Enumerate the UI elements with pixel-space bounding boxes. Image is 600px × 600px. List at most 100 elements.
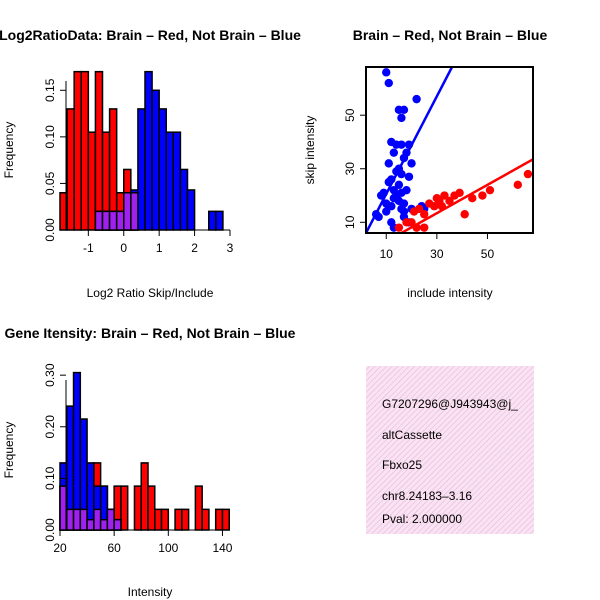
- info-gene-name: Fbxo25: [382, 458, 422, 472]
- hist1-y-tick-label: 0.10: [43, 125, 57, 149]
- scatter-point-brain: [430, 202, 439, 211]
- hist1-bar-not-brain: [165, 131, 175, 231]
- hist2-bar-overlap: [79, 508, 88, 531]
- hist1-bar-not-brain: [158, 108, 168, 231]
- hist1-bar-not-brain: [179, 168, 189, 231]
- scatter-point-brain: [523, 169, 533, 179]
- scatter-fit-line-brain: [400, 158, 533, 233]
- hist2-y-tick-label: 0.00: [43, 518, 57, 542]
- hist1-bar-brain: [80, 70, 90, 231]
- scatter-plot-frame: [365, 66, 534, 234]
- hist1-x-label: Log2 Ratio Skip/Include: [87, 286, 214, 300]
- hist2-bar-brain: [174, 508, 183, 531]
- hist2-bar-not-brain: [72, 371, 82, 531]
- hist1-bars: [59, 70, 224, 231]
- info-event-type: altCassette: [382, 428, 442, 442]
- hist1-bar-overlap: [101, 210, 111, 231]
- hist1-bar-brain: [66, 108, 75, 231]
- hist2-bar-brain: [181, 508, 190, 531]
- scatter-point-brain: [485, 185, 495, 195]
- hist2-bars: [59, 371, 230, 531]
- hist1-x-tick-label: 3: [227, 241, 234, 255]
- hist1-title: Log2RatioData: Brain – Red, Not Brain – …: [0, 27, 301, 43]
- hist2-x-label: Intensity: [128, 585, 173, 599]
- scatter-point-not-brain: [397, 169, 406, 179]
- scatter-point-not-brain: [399, 199, 409, 208]
- hist2-bar-brain: [160, 508, 170, 531]
- info-pval: Pval: 2.000000: [382, 512, 462, 526]
- info-box-hatching: [366, 366, 534, 534]
- hist2-panel: Gene Itensity: Brain – Red, Not Brain – …: [2, 325, 296, 599]
- info-location: chr8.24183–3.16: [382, 489, 472, 503]
- scatter-point-not-brain: [397, 113, 406, 123]
- hist1-x-tick-label: 2: [191, 241, 198, 255]
- hist1-x-tick-label: -1: [83, 241, 94, 255]
- scatter-y-tick-label: 10: [343, 215, 357, 229]
- hist1-y-label: Frequency: [2, 122, 16, 179]
- scatter-x-label: include intensity: [407, 286, 492, 300]
- hist1-y-tick-label: 0.15: [43, 78, 57, 102]
- hist2-bar-brain: [221, 508, 230, 531]
- hist1-y-tick-label: 0.00: [43, 218, 57, 242]
- hist2-title: Gene Itensity: Brain – Red, Not Brain – …: [5, 325, 296, 341]
- scatter-point-brain: [460, 210, 469, 219]
- hist2-y-tick-label: 0.10: [43, 466, 57, 490]
- scatter-points: [371, 68, 533, 232]
- scatter-point-not-brain: [394, 180, 404, 190]
- scatter-point-not-brain: [384, 159, 393, 168]
- scatter-point-not-brain: [399, 105, 409, 115]
- scatter-x-ticks: 10 30 50: [380, 233, 494, 261]
- info-probe-id: G7207296@J943943@j_: [382, 397, 518, 411]
- hist1-bar-overlap: [115, 210, 125, 231]
- scatter-point-not-brain: [402, 185, 411, 195]
- hist2-x-ticks: 20 60 100 140: [53, 530, 233, 555]
- hist1-bar-overlap: [94, 210, 104, 231]
- hist2-y-label: Frequency: [2, 422, 16, 479]
- hist2-y-tick-label: 0.20: [43, 415, 57, 439]
- hist1-bar-brain: [73, 70, 82, 231]
- scatter-point-not-brain: [389, 148, 399, 157]
- scatter-point-not-brain: [382, 68, 391, 77]
- scatter-point-brain: [414, 204, 424, 214]
- hist1-bar-not-brain: [137, 108, 146, 231]
- scatter-point-not-brain: [407, 159, 416, 168]
- scatter-y-tick-label: 50: [343, 108, 357, 122]
- scatter-point-not-brain: [399, 207, 409, 216]
- scatter-point-not-brain: [382, 207, 391, 216]
- hist2-bar-brain: [140, 462, 149, 531]
- hist1-y-ticks: 0.00 0.05 0.10 0.15: [43, 78, 66, 242]
- hist2-bar-brain: [120, 485, 129, 531]
- scatter-point-brain: [513, 180, 523, 190]
- scatter-point-not-brain: [412, 94, 421, 104]
- hist2-bar-brain: [154, 508, 163, 531]
- scatter-y-ticks: 10 30 50: [343, 108, 366, 229]
- scatter-title: Brain – Red, Not Brain – Blue: [353, 27, 548, 43]
- scatter-point-brain: [419, 223, 429, 232]
- hist2-bar-overlap: [113, 518, 122, 531]
- hist2-bar-brain: [214, 508, 224, 531]
- hist2-x-tick-label: 60: [107, 541, 121, 555]
- scatter-point-brain: [468, 193, 477, 203]
- scatter-point-brain: [445, 196, 454, 206]
- hist1-panel: Log2RatioData: Brain – Red, Not Brain – …: [0, 27, 301, 300]
- scatter-point-not-brain: [392, 191, 401, 200]
- scatter-point-not-brain: [404, 172, 414, 181]
- hist1-bar-brain: [87, 131, 97, 231]
- hist2-y-ticks: 0.00 0.10 0.20 0.30: [43, 363, 66, 542]
- hist1-x-ticks: -1 0 1 2 3: [83, 230, 234, 255]
- hist2-bar-overlap: [93, 508, 102, 531]
- scatter-point-brain: [407, 218, 416, 227]
- hist1-bar-not-brain: [208, 210, 217, 231]
- hist2-bar-brain: [133, 485, 142, 531]
- scatter-x-tick-label: 30: [430, 247, 444, 261]
- hist2-bar-overlap: [106, 508, 115, 531]
- scatter-panel: Brain – Red, Not Brain – Blue 10 30 50 10 3…: [303, 27, 547, 300]
- hist1-y-tick-label: 0.05: [43, 171, 57, 195]
- hist2-bar-overlap: [66, 508, 75, 531]
- hist1-bar-not-brain: [151, 89, 160, 231]
- scatter-point-not-brain: [397, 140, 406, 149]
- hist2-x-tick-label: 100: [158, 541, 178, 555]
- scatter-point-not-brain: [384, 78, 393, 88]
- info-panel: G7207296@J943943@j_ altCassette Fbxo25 c…: [366, 366, 534, 534]
